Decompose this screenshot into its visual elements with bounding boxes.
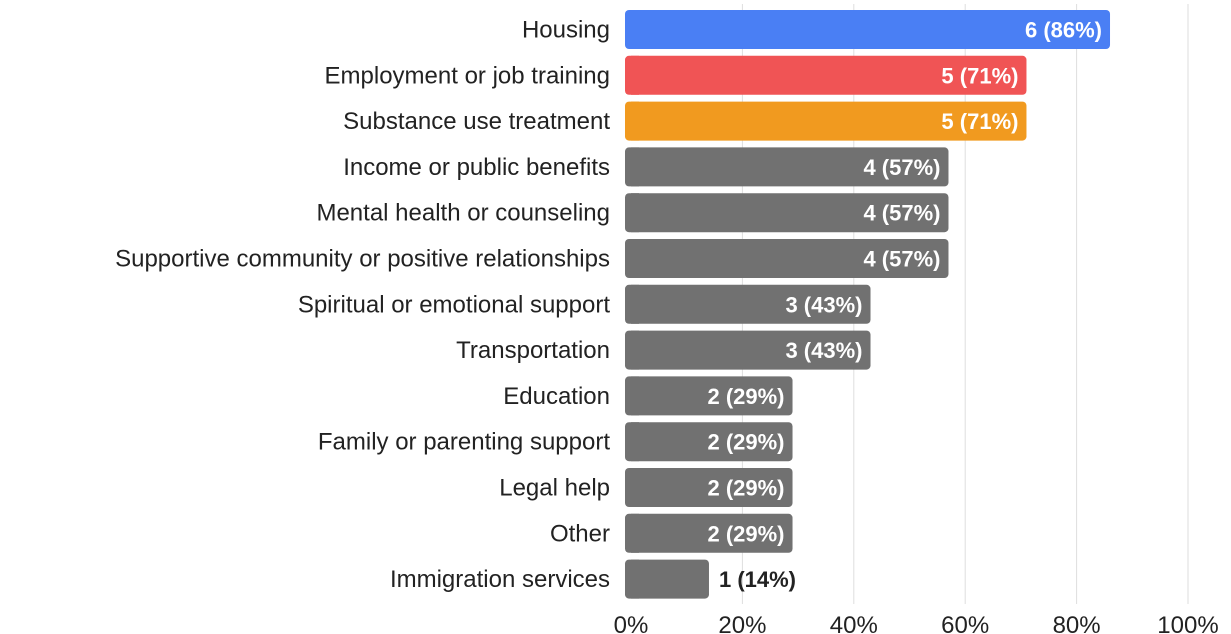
bar-left-edge (631, 193, 639, 233)
bar (625, 330, 871, 370)
bar-left-edge (631, 101, 639, 141)
x-tick-label: 40% (830, 612, 878, 634)
category-label: Employment or job training (325, 62, 610, 89)
category-label: Housing (522, 17, 610, 44)
data-label: 6 (86%) (1025, 18, 1102, 43)
bar-left-edge (631, 284, 639, 324)
category-label: Education (503, 383, 610, 410)
bar-left-edge (631, 10, 639, 49)
x-axis-tick-labels: 0% 20% 40% 60% 80% 100% (614, 612, 1219, 634)
x-tick-label: 100% (1157, 612, 1218, 634)
data-label: 4 (57%) (863, 155, 940, 180)
value-labels: 6 (86%)5 (71%)5 (71%)4 (57%)4 (57%)4 (57… (707, 18, 1102, 593)
bar-left-edge (631, 422, 639, 462)
data-label: 2 (29%) (707, 521, 784, 546)
x-tick-label: 80% (1053, 612, 1101, 634)
bar-left-edge (631, 239, 639, 278)
bar (625, 559, 709, 599)
bar (625, 422, 793, 462)
bar-left-edge (631, 513, 639, 553)
data-label: 2 (29%) (707, 384, 784, 409)
bar (625, 101, 1027, 141)
x-tick-label: 0% (614, 612, 649, 634)
data-label: 2 (29%) (707, 476, 784, 501)
bar (625, 376, 793, 416)
category-label: Mental health or counseling (316, 200, 610, 227)
category-label: Immigration services (390, 566, 610, 593)
category-labels: Housing Employment or job training Substan… (115, 17, 610, 594)
category-label: Family or parenting support (318, 429, 610, 456)
data-label: 3 (43%) (785, 292, 862, 317)
data-label: 5 (71%) (941, 109, 1018, 134)
x-tick-label: 20% (718, 612, 766, 634)
bars (625, 10, 1111, 599)
category-label: Transportation (456, 337, 610, 364)
bar (625, 513, 793, 553)
bar (625, 284, 871, 324)
bar-left-edge (631, 468, 639, 507)
data-label: 5 (71%) (941, 63, 1018, 88)
bar-left-edge (631, 559, 639, 599)
data-label: 4 (57%) (863, 247, 940, 272)
category-label: Other (550, 520, 610, 547)
category-label: Spiritual or emotional support (298, 291, 610, 318)
bar (625, 55, 1027, 95)
bar-left-edge (631, 147, 639, 187)
data-label: 1 (14%) (719, 567, 796, 592)
bar-left-edge (631, 330, 639, 370)
bar-left-edge (631, 376, 639, 416)
category-label: Income or public benefits (343, 154, 610, 181)
x-tick-label: 60% (941, 612, 989, 634)
bar (625, 468, 793, 507)
bar (625, 239, 949, 278)
bar (625, 147, 949, 187)
data-label: 4 (57%) (863, 201, 940, 226)
category-label: Legal help (499, 475, 610, 502)
category-label: Substance use treatment (343, 108, 610, 135)
bar-left-edge (631, 55, 639, 95)
category-label: Supportive community or positive relatio… (115, 246, 610, 273)
data-label: 2 (29%) (707, 430, 784, 455)
bar (625, 193, 949, 233)
data-label: 3 (43%) (785, 338, 862, 363)
bar (625, 10, 1111, 49)
